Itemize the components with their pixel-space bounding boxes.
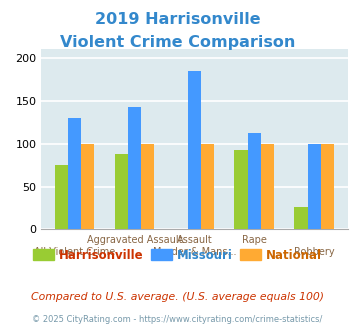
Text: All Violent Crime: All Violent Crime — [34, 247, 115, 257]
Text: Compared to U.S. average. (U.S. average equals 100): Compared to U.S. average. (U.S. average … — [31, 292, 324, 302]
Bar — [261, 144, 274, 229]
Bar — [294, 207, 307, 229]
Text: Murder & Mans...: Murder & Mans... — [153, 247, 236, 257]
Bar — [235, 150, 248, 229]
Text: Rape: Rape — [242, 235, 267, 245]
Bar — [141, 144, 154, 229]
Text: Aggravated Assault: Aggravated Assault — [87, 235, 182, 245]
Bar — [201, 144, 214, 229]
Bar — [248, 133, 261, 229]
Bar — [128, 107, 141, 229]
Text: Robbery: Robbery — [294, 247, 334, 257]
Text: © 2025 CityRating.com - https://www.cityrating.com/crime-statistics/: © 2025 CityRating.com - https://www.city… — [32, 315, 323, 324]
Bar — [81, 144, 94, 229]
Bar — [68, 118, 81, 229]
Legend: Harrisonville, Missouri, National: Harrisonville, Missouri, National — [28, 244, 327, 266]
Text: Violent Crime Comparison: Violent Crime Comparison — [60, 35, 295, 50]
Bar — [307, 144, 321, 229]
Bar — [115, 154, 128, 229]
Text: Assault: Assault — [176, 235, 212, 245]
Bar — [321, 144, 334, 229]
Text: 2019 Harrisonville: 2019 Harrisonville — [95, 12, 260, 26]
Bar — [188, 71, 201, 229]
Bar — [55, 165, 68, 229]
